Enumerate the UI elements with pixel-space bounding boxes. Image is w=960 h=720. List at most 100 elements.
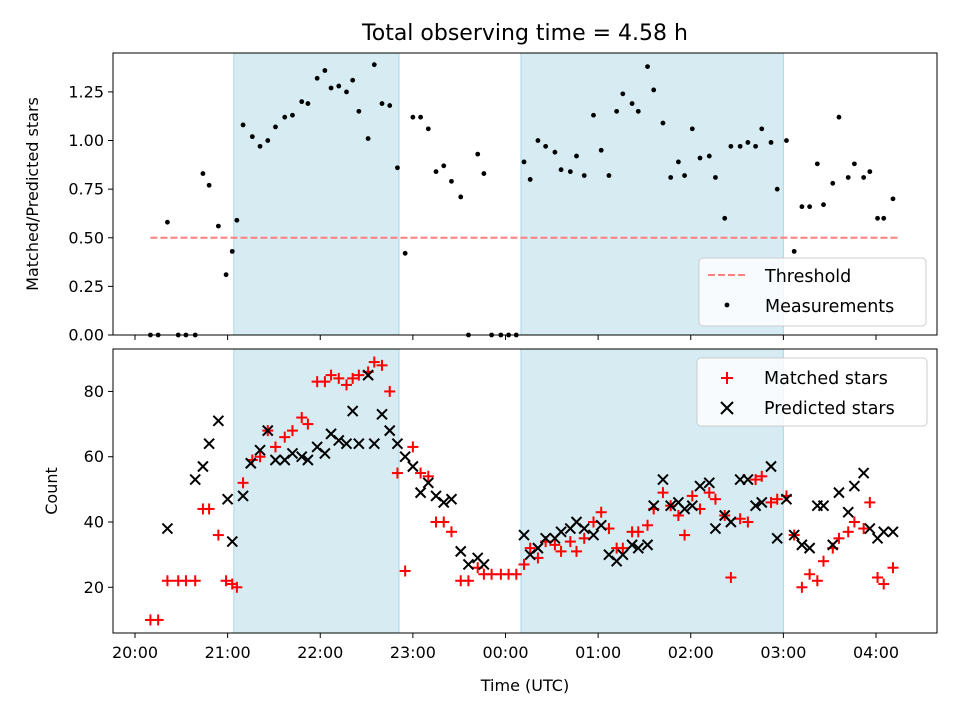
- matched-point: [319, 376, 331, 388]
- predicted-point: [478, 558, 490, 571]
- matched-point: [703, 487, 715, 499]
- matched-point: [818, 555, 830, 567]
- matched-point: [811, 575, 823, 587]
- matched-point: [734, 513, 746, 525]
- matched-point: [279, 431, 291, 443]
- measurement-point: [890, 196, 896, 202]
- matched-point: [407, 441, 419, 453]
- top-legend: Threshold Measurements: [698, 257, 927, 327]
- matched-point: [756, 470, 768, 482]
- predicted-point: [742, 473, 754, 486]
- predicted-point: [555, 526, 567, 538]
- predicted-point: [221, 493, 234, 505]
- measurement-point: [784, 138, 789, 143]
- measurement-point: [418, 114, 423, 120]
- bottom-matched-points: [144, 356, 899, 626]
- matched-point: [518, 558, 530, 570]
- predicted-point: [384, 424, 396, 437]
- bottom-x-axis-label: Time (UTC): [480, 676, 569, 695]
- matched-point: [203, 503, 215, 515]
- top-x-ticks: [134, 335, 877, 340]
- top-panel: 0.00 0.25 0.50 0.75 1.00 1.25 Matched/Predict…: [23, 52, 938, 345]
- measurement-point: [350, 77, 356, 83]
- measurement-point: [402, 250, 408, 256]
- measurement-point: [379, 101, 385, 106]
- matched-point: [872, 572, 884, 584]
- matched-point: [642, 519, 654, 531]
- bottom-y-axis-label: Count: [42, 467, 61, 515]
- predicted-point: [346, 405, 359, 417]
- measurement-point: [635, 108, 641, 114]
- measurement-point: [660, 120, 666, 126]
- predicted-point: [678, 503, 691, 515]
- predicted-point: [226, 535, 238, 548]
- top-axes-frame: [112, 52, 938, 336]
- measurement-point: [821, 202, 826, 208]
- bottom-highlight-band-1: [233, 348, 400, 634]
- measurement-point: [845, 175, 851, 180]
- matched-point: [231, 581, 243, 593]
- predicted-point: [438, 496, 450, 509]
- predicted-point: [578, 522, 590, 535]
- top-highlight-band-1: [233, 52, 400, 336]
- legend-measurements-label: Measurements: [765, 297, 894, 317]
- matched-point: [878, 578, 890, 590]
- matched-point: [887, 562, 899, 574]
- matched-point: [750, 474, 762, 486]
- matched-point: [632, 526, 644, 538]
- matched-point: [415, 467, 427, 479]
- predicted-point: [626, 539, 638, 551]
- predicted-point: [842, 506, 854, 518]
- matched-point: [391, 467, 403, 479]
- measurement-point: [344, 89, 349, 95]
- predicted-point: [587, 529, 600, 541]
- matched-point: [220, 575, 232, 587]
- measurement-point: [759, 126, 765, 132]
- bottom-predicted-points: [161, 369, 899, 571]
- matched-point: [399, 565, 411, 577]
- predicted-point: [445, 493, 458, 505]
- matched-point: [152, 614, 164, 626]
- top-y-tick-label: 0.25: [68, 277, 104, 296]
- bottom-x-tick-label: 01:00: [575, 643, 621, 662]
- top-y-axis-label: Matched/Predicted stars: [23, 97, 42, 291]
- measurement-point: [425, 126, 431, 132]
- measurement-point: [574, 153, 579, 159]
- matched-point: [771, 493, 783, 505]
- measurement-point: [322, 68, 328, 73]
- measurement-point: [774, 186, 780, 192]
- measurement-point: [851, 161, 857, 167]
- bottom-panel: 20 40 60 80 20:00 21:00 22:00 23:00 00:00 01:00 0…: [42, 348, 938, 695]
- matched-point: [422, 470, 434, 482]
- predicted-point: [189, 473, 201, 486]
- bottom-x-tick-label: 02:00: [668, 643, 714, 662]
- measurement-point: [614, 108, 620, 114]
- measurement-point: [305, 101, 311, 106]
- measurement-point: [356, 108, 362, 114]
- predicted-point: [694, 480, 706, 492]
- predicted-point: [302, 454, 314, 466]
- measurement-point: [791, 248, 797, 254]
- bottom-x-ticks: 20:00 21:00 22:00 23:00 00:00 01:00 02:00 03:00…: [112, 633, 899, 662]
- predicted-point: [887, 526, 899, 538]
- predicted-point: [414, 486, 427, 499]
- predicted-point: [686, 499, 699, 512]
- measurement-point: [543, 143, 549, 149]
- predicted-point: [254, 444, 266, 456]
- matched-point: [725, 572, 737, 584]
- top-y-ticks: 0.00 0.25 0.50 0.75 1.00 1.25: [68, 82, 113, 345]
- top-y-tick-label: 0.75: [68, 180, 104, 199]
- predicted-point: [595, 519, 607, 531]
- predicted-point: [262, 424, 274, 437]
- matched-point: [462, 575, 474, 587]
- measurement-point: [336, 83, 342, 89]
- measurement-point: [645, 64, 650, 70]
- bottom-axes-frame: [112, 348, 938, 634]
- predicted-point: [864, 522, 876, 535]
- measurement-point: [558, 167, 564, 173]
- matched-point: [445, 526, 457, 538]
- predicted-point: [657, 473, 669, 486]
- top-y-tick-label: 1.00: [68, 131, 104, 150]
- top-measurement-points: [148, 62, 896, 338]
